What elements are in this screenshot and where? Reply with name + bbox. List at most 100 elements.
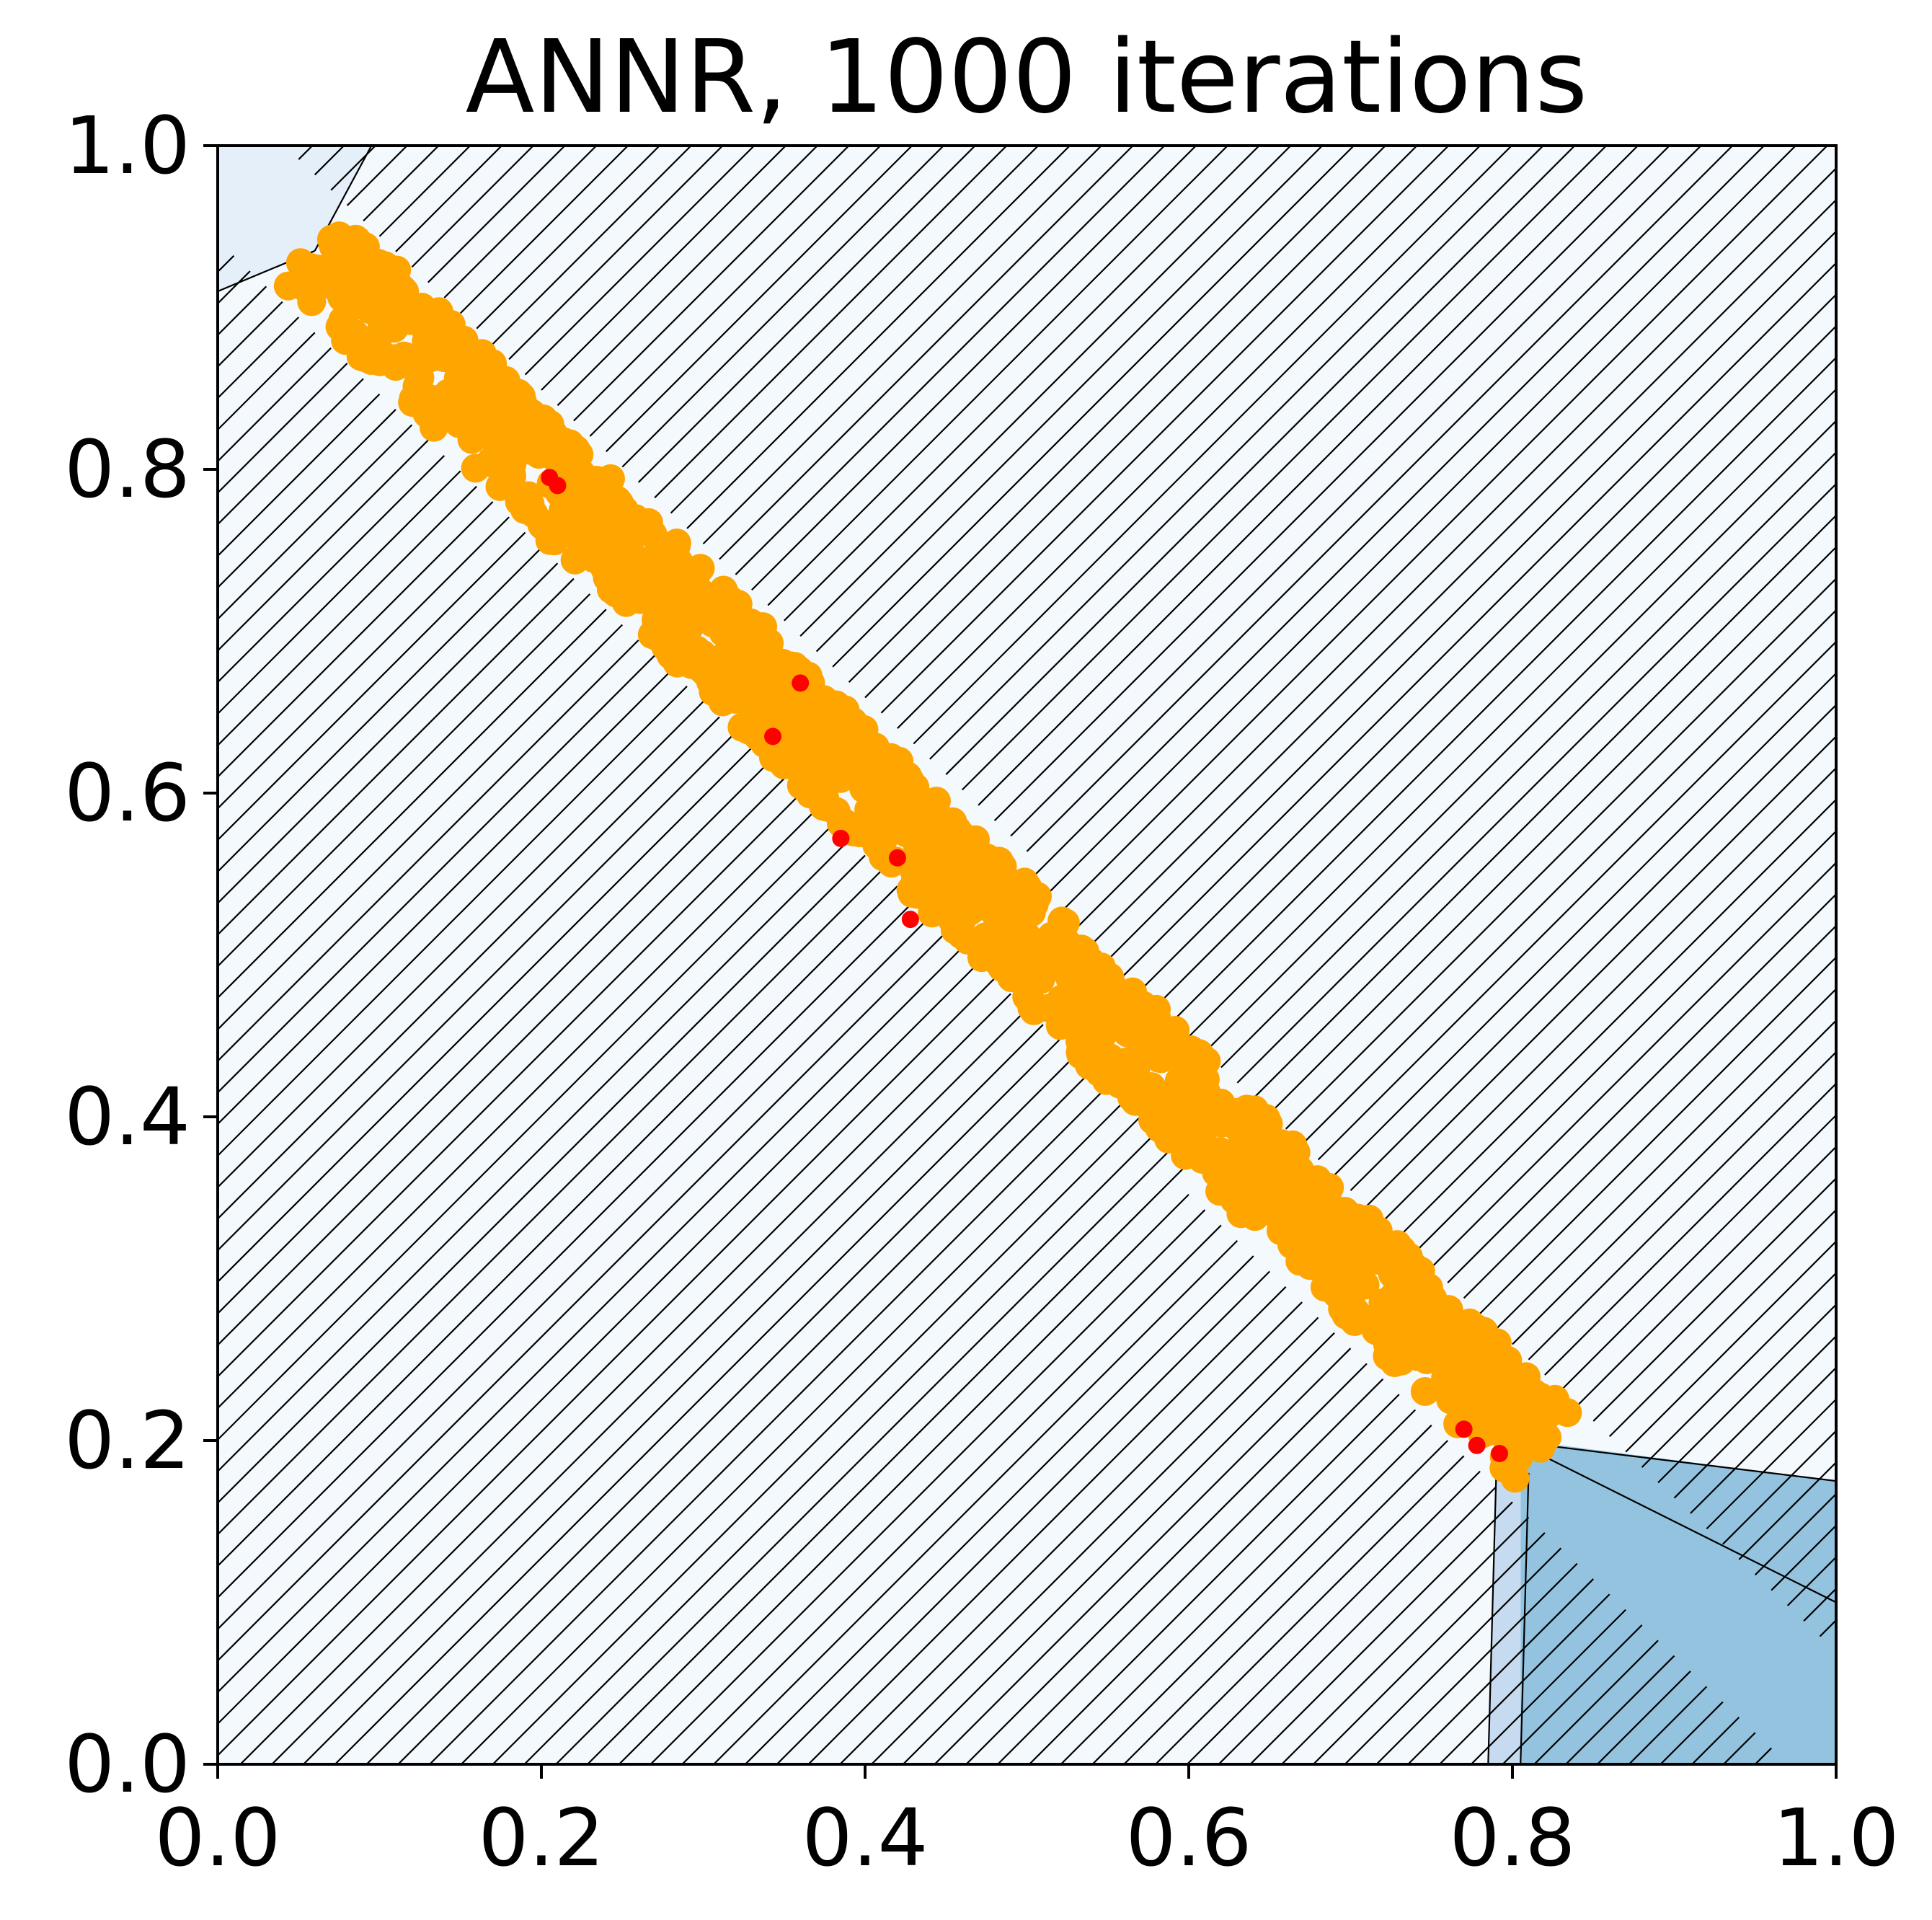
mesh-line — [218, 562, 559, 905]
mesh-line — [1544, 1456, 1836, 1603]
mesh-line — [1075, 167, 1836, 930]
mesh-line — [1528, 1050, 1836, 1361]
mesh-line — [218, 516, 510, 810]
mesh-line — [1060, 1409, 1417, 1764]
mesh-line — [218, 839, 850, 1473]
y-tick-label: 0.4 — [64, 1071, 190, 1163]
mesh-line — [396, 1070, 1093, 1764]
mesh-line — [767, 146, 1229, 606]
mesh-line — [1722, 1429, 1836, 1545]
x-tick-label: 0.8 — [1450, 1792, 1576, 1884]
mesh-line — [218, 593, 591, 968]
mesh-line — [1334, 672, 1836, 1176]
mesh-line — [218, 409, 396, 589]
mesh-line — [573, 146, 851, 422]
mesh-line — [218, 363, 348, 495]
data-point — [419, 412, 448, 442]
mesh-line — [218, 455, 446, 683]
mesh-line — [1577, 1145, 1836, 1407]
mesh-line — [218, 762, 769, 1315]
mesh-line — [1026, 146, 1765, 884]
mesh-line — [1317, 640, 1836, 1161]
mesh-line — [702, 146, 1103, 545]
mesh-line — [1253, 514, 1836, 1099]
region-0 — [218, 146, 372, 292]
mesh-line — [1399, 798, 1836, 1237]
mesh-line — [218, 624, 624, 1031]
mesh-line — [365, 1054, 1076, 1764]
mesh-line — [1869, 1407, 1932, 1683]
mesh-line — [870, 1317, 1319, 1764]
mesh-line — [218, 393, 381, 557]
mesh-line — [815, 146, 1324, 652]
x-tick-label: 0.2 — [479, 1792, 605, 1884]
mesh-line — [1560, 1114, 1836, 1392]
highlight-point — [764, 727, 782, 746]
mesh-line — [218, 578, 575, 936]
data-point — [1019, 890, 1049, 919]
data-point — [1553, 1398, 1582, 1428]
mesh-line — [832, 146, 1355, 668]
mesh-line — [218, 823, 833, 1441]
mesh-line — [218, 670, 672, 1125]
mesh-line — [1154, 1455, 1465, 1764]
highlight-point — [888, 849, 906, 867]
mesh-line — [649, 1209, 1206, 1764]
mesh-line — [218, 424, 413, 621]
mesh-line — [218, 732, 737, 1252]
data-point — [1240, 1202, 1269, 1231]
mesh-line — [864, 146, 1419, 699]
mesh-line — [686, 146, 1071, 529]
highlight-point — [792, 674, 810, 692]
data-point — [638, 520, 668, 549]
mesh-line — [654, 146, 1008, 499]
mesh-line — [1430, 861, 1836, 1268]
mesh-line — [1382, 766, 1836, 1222]
mesh-line — [1463, 924, 1836, 1299]
mesh-line — [670, 146, 1040, 514]
y-axis: 0.0 0.2 0.4 0.6 0.8 1.0 — [64, 99, 218, 1810]
mesh-line — [218, 778, 785, 1347]
mesh-line — [1495, 988, 1836, 1330]
mesh-line — [618, 1193, 1189, 1764]
data-point — [497, 458, 526, 487]
mesh-line — [218, 470, 461, 715]
mesh-line — [218, 701, 704, 1189]
mesh-line — [1028, 1394, 1400, 1764]
mesh-line — [218, 439, 429, 652]
mesh-line — [978, 146, 1639, 806]
mesh-line — [1091, 1424, 1432, 1764]
mesh-line — [637, 146, 977, 483]
point-cloud — [273, 221, 1582, 1493]
mesh-line — [848, 146, 1387, 683]
plot-frame — [216, 144, 1838, 1766]
mesh-line — [302, 1024, 1044, 1764]
mesh-line — [460, 1100, 1125, 1764]
mesh-line — [1512, 1019, 1836, 1345]
mesh-line — [218, 793, 801, 1378]
mesh-line — [807, 1286, 1287, 1764]
data-point — [379, 314, 409, 343]
mesh-line — [681, 1224, 1222, 1764]
mesh-line — [1835, 1650, 1836, 1652]
mesh-line — [1479, 956, 1836, 1314]
mesh-line — [218, 531, 526, 841]
mesh-line — [218, 547, 542, 873]
x-tick-label: 1.0 — [1773, 1792, 1900, 1884]
mesh-line — [1236, 482, 1836, 1084]
mesh-line — [554, 1146, 1174, 1764]
mesh-line — [1544, 1444, 1836, 1482]
mesh-line — [621, 146, 945, 468]
mesh-line — [218, 655, 655, 1094]
mesh-line — [1771, 1524, 1836, 1591]
mesh-line — [1487, 1472, 1497, 1764]
chart-title: ANNR, 1000 iterations — [466, 19, 1588, 136]
mesh-line — [218, 347, 332, 463]
mesh-line — [1350, 704, 1836, 1191]
mesh-line — [1042, 146, 1797, 899]
mesh-line — [1123, 262, 1836, 976]
mesh-line — [218, 808, 817, 1410]
mesh-line — [334, 1039, 1060, 1764]
mesh-line — [218, 747, 753, 1283]
